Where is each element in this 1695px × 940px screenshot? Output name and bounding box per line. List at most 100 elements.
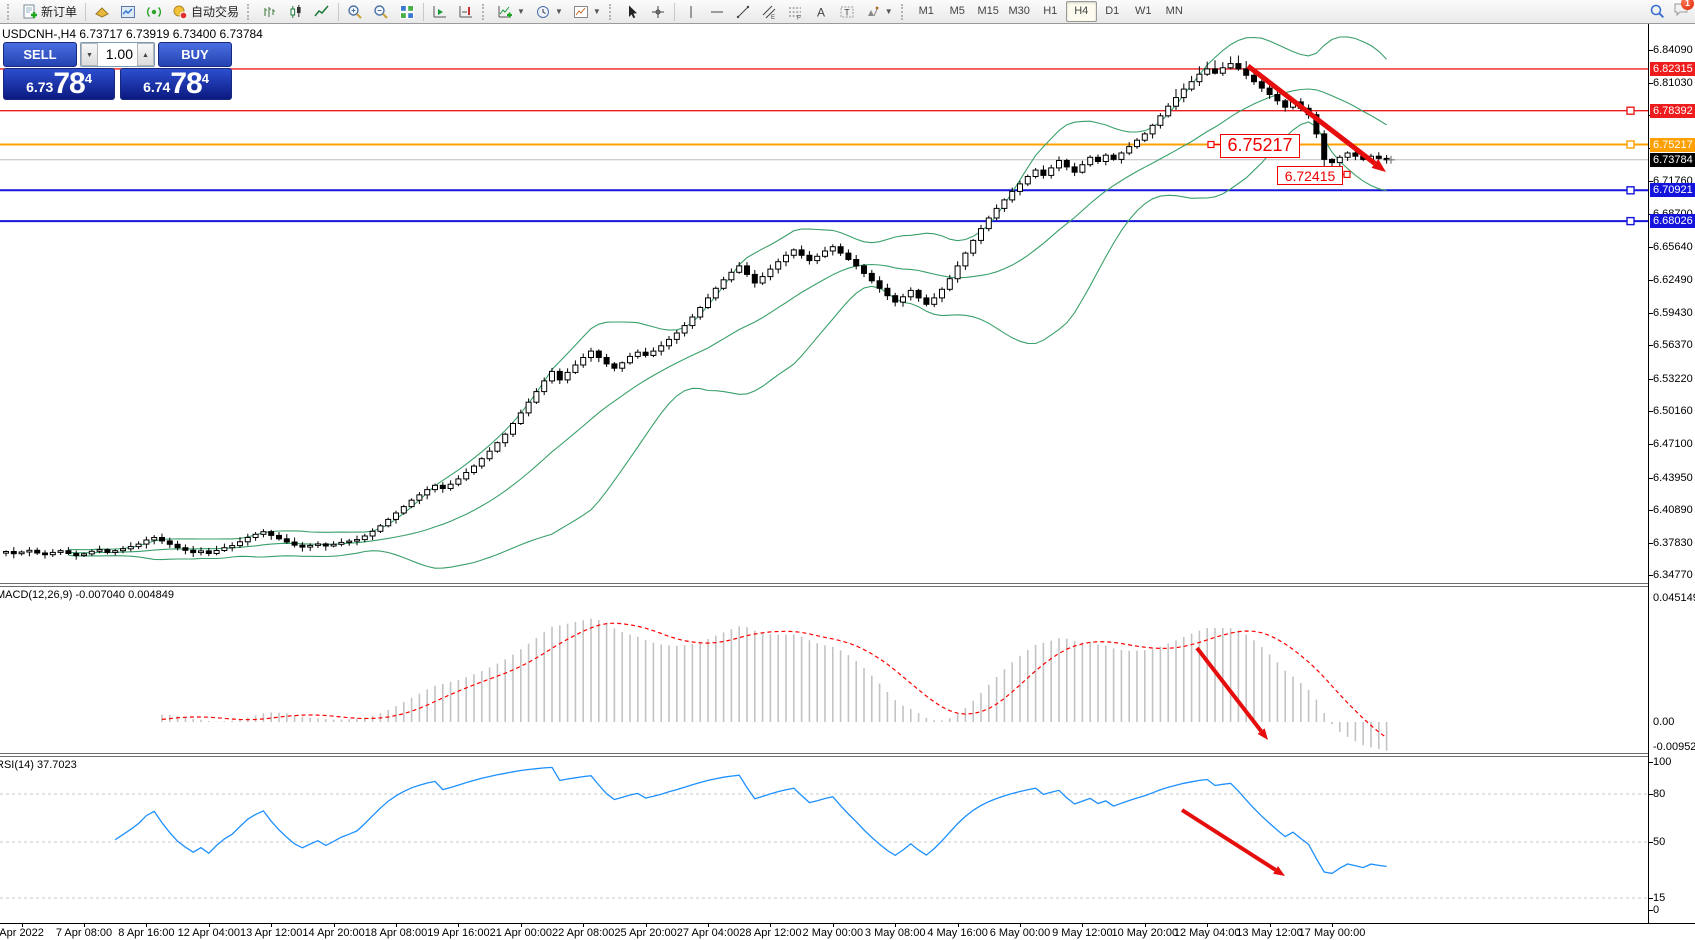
main-price-chart[interactable] [0,33,1648,583]
text-label-button[interactable]: T [834,0,860,23]
bar-chart-icon [262,4,278,20]
buy-button[interactable]: BUY [158,42,232,67]
rsi-label: RSI(14) 37.7023 [0,759,77,771]
price-axis[interactable]: 6.840906.810306.779706.749106.717606.687… [1648,24,1695,923]
time-tick [583,924,585,927]
fibonacci-button[interactable]: F [782,0,808,23]
axis-tick [1649,898,1653,899]
svg-text:F: F [797,15,801,20]
notifications-button[interactable]: 1 [1673,0,1694,20]
trendline-button[interactable] [730,0,756,23]
profiles-button[interactable] [89,0,115,23]
axis-tick [1649,411,1653,413]
price-tick-label: 6.84090 [1653,44,1693,56]
one-click-trading-panel: SELL ▼ 1.00 ▲ BUY 6.73 78 4 6.74 78 4 [3,42,232,101]
channel-button[interactable]: E [756,0,782,23]
auto-scroll-icon [432,4,448,20]
timeframe-mn[interactable]: MN [1165,5,1183,17]
timeframe-w1[interactable]: W1 [1134,5,1152,17]
auto-trading-button[interactable]: 自动交易 [167,0,244,23]
timeframe-d1[interactable]: D1 [1105,5,1120,17]
toolbar-grip [900,3,908,20]
time-tick [1082,924,1084,927]
cursor-button[interactable] [619,0,645,23]
timeframe-m5[interactable]: M5 [949,5,965,17]
zoom-out-button[interactable] [368,0,394,23]
price-tick-label: 6.53220 [1653,372,1693,385]
auto-scroll-button[interactable] [427,0,453,23]
toolbar-grip [7,3,14,20]
axis-tick [1649,794,1653,795]
time-tick [520,924,522,927]
dropdown-caret: ▼ [554,7,563,16]
time-tick-label: 19 Apr 16:00 [427,927,490,939]
timeframe-group: M1 M5 M15 M30 H1 H4 D1 W1 MN [911,1,1190,22]
timeframe-m30[interactable]: M30 [1008,5,1030,17]
buy-price-prefix: 6.74 [143,79,171,95]
sell-price-prefix: 6.73 [26,79,54,95]
text-icon: A [813,4,829,20]
search-icon[interactable] [1649,3,1665,19]
volume-decrease-button[interactable]: ▼ [81,43,98,66]
templates-button[interactable]: ▼ [568,0,606,23]
timeframe-h1[interactable]: H1 [1043,5,1058,17]
timeframe-h4[interactable]: H4 [1065,1,1097,22]
macd-indicator-pane[interactable] [0,587,1648,753]
time-tick-label: 12 May 04:00 [1173,927,1241,939]
axis-tick [1649,762,1653,763]
time-axis[interactable]: Apr 2022 7 Apr 08:00 8 Apr 16:00 12 Apr 04:… [0,923,1695,940]
time-tick [396,924,397,927]
axis-tick [1649,842,1653,843]
annotation-price-box-upper[interactable]: 6.75217 [1220,133,1300,158]
line-chart-button[interactable] [309,0,335,23]
buy-price-main: 78 [170,67,202,100]
price-tick-label: 6.59430 [1653,306,1693,319]
text-button[interactable]: A [808,0,834,23]
time-tick-label: 27 Apr 04:00 [676,927,740,939]
market-watch-button[interactable] [115,0,141,23]
time-tick [832,924,834,927]
candlestick-chart-button[interactable] [283,0,309,23]
price-level-badge: 6.78392 [1650,103,1695,118]
time-tick-label: 18 Apr 08:00 [364,927,428,939]
toolbar-grip [247,3,254,20]
shapes-button[interactable]: ▼ [860,0,898,23]
macd-axis-label: 0.045149 [1653,592,1695,604]
pane-separator[interactable] [0,583,1695,587]
volume-value[interactable]: 1.00 [105,46,133,62]
equidistant-channel-icon: E [761,4,777,20]
buy-price-display[interactable]: 6.74 78 4 [120,68,232,100]
pane-separator[interactable] [0,753,1695,757]
annotation-lower-text: 6.72415 [1284,167,1336,184]
axis-tick [1649,575,1653,577]
vertical-line-button[interactable] [678,0,704,23]
price-tick-label: 6.47100 [1653,438,1693,450]
signals-button[interactable] [141,0,167,23]
bar-chart-button[interactable] [257,0,283,23]
crosshair-button[interactable] [645,0,671,23]
new-order-button[interactable]: 新订单 [17,0,82,23]
signals-icon [146,4,162,20]
zoom-in-button[interactable] [342,0,368,23]
price-tick-label: 6.43950 [1653,471,1693,484]
timeframe-m15[interactable]: M15 [977,5,999,17]
annotation-price-box-lower[interactable]: 6.72415 [1277,166,1343,186]
tile-windows-button[interactable] [394,0,420,23]
price-level-badge: 6.68026 [1650,214,1695,229]
axis-tick [1649,910,1653,911]
periods-button[interactable]: ▼ [530,0,568,23]
horizontal-line-button[interactable] [704,0,730,23]
main-toolbar: 新订单 自动交易 ▼ ▼ ▼ E F A T ▼ M1 M5 M15 M30 H1 H4 D… [0,0,1695,24]
price-level-badge: 6.70921 [1650,183,1695,198]
chart-shift-button[interactable] [453,0,479,23]
sell-button[interactable]: SELL [3,42,77,67]
axis-tick [1649,542,1653,544]
timeframe-m1[interactable]: M1 [918,5,934,17]
zoom-in-icon [347,4,363,20]
time-tick-label: Apr 2022 [0,927,44,939]
rsi-indicator-pane[interactable] [0,757,1648,923]
add-indicator-button[interactable]: ▼ [492,0,530,23]
price-level-badge: 6.73784 [1650,152,1695,167]
volume-increase-button[interactable]: ▲ [137,43,154,66]
sell-price-display[interactable]: 6.73 78 4 [3,68,115,100]
